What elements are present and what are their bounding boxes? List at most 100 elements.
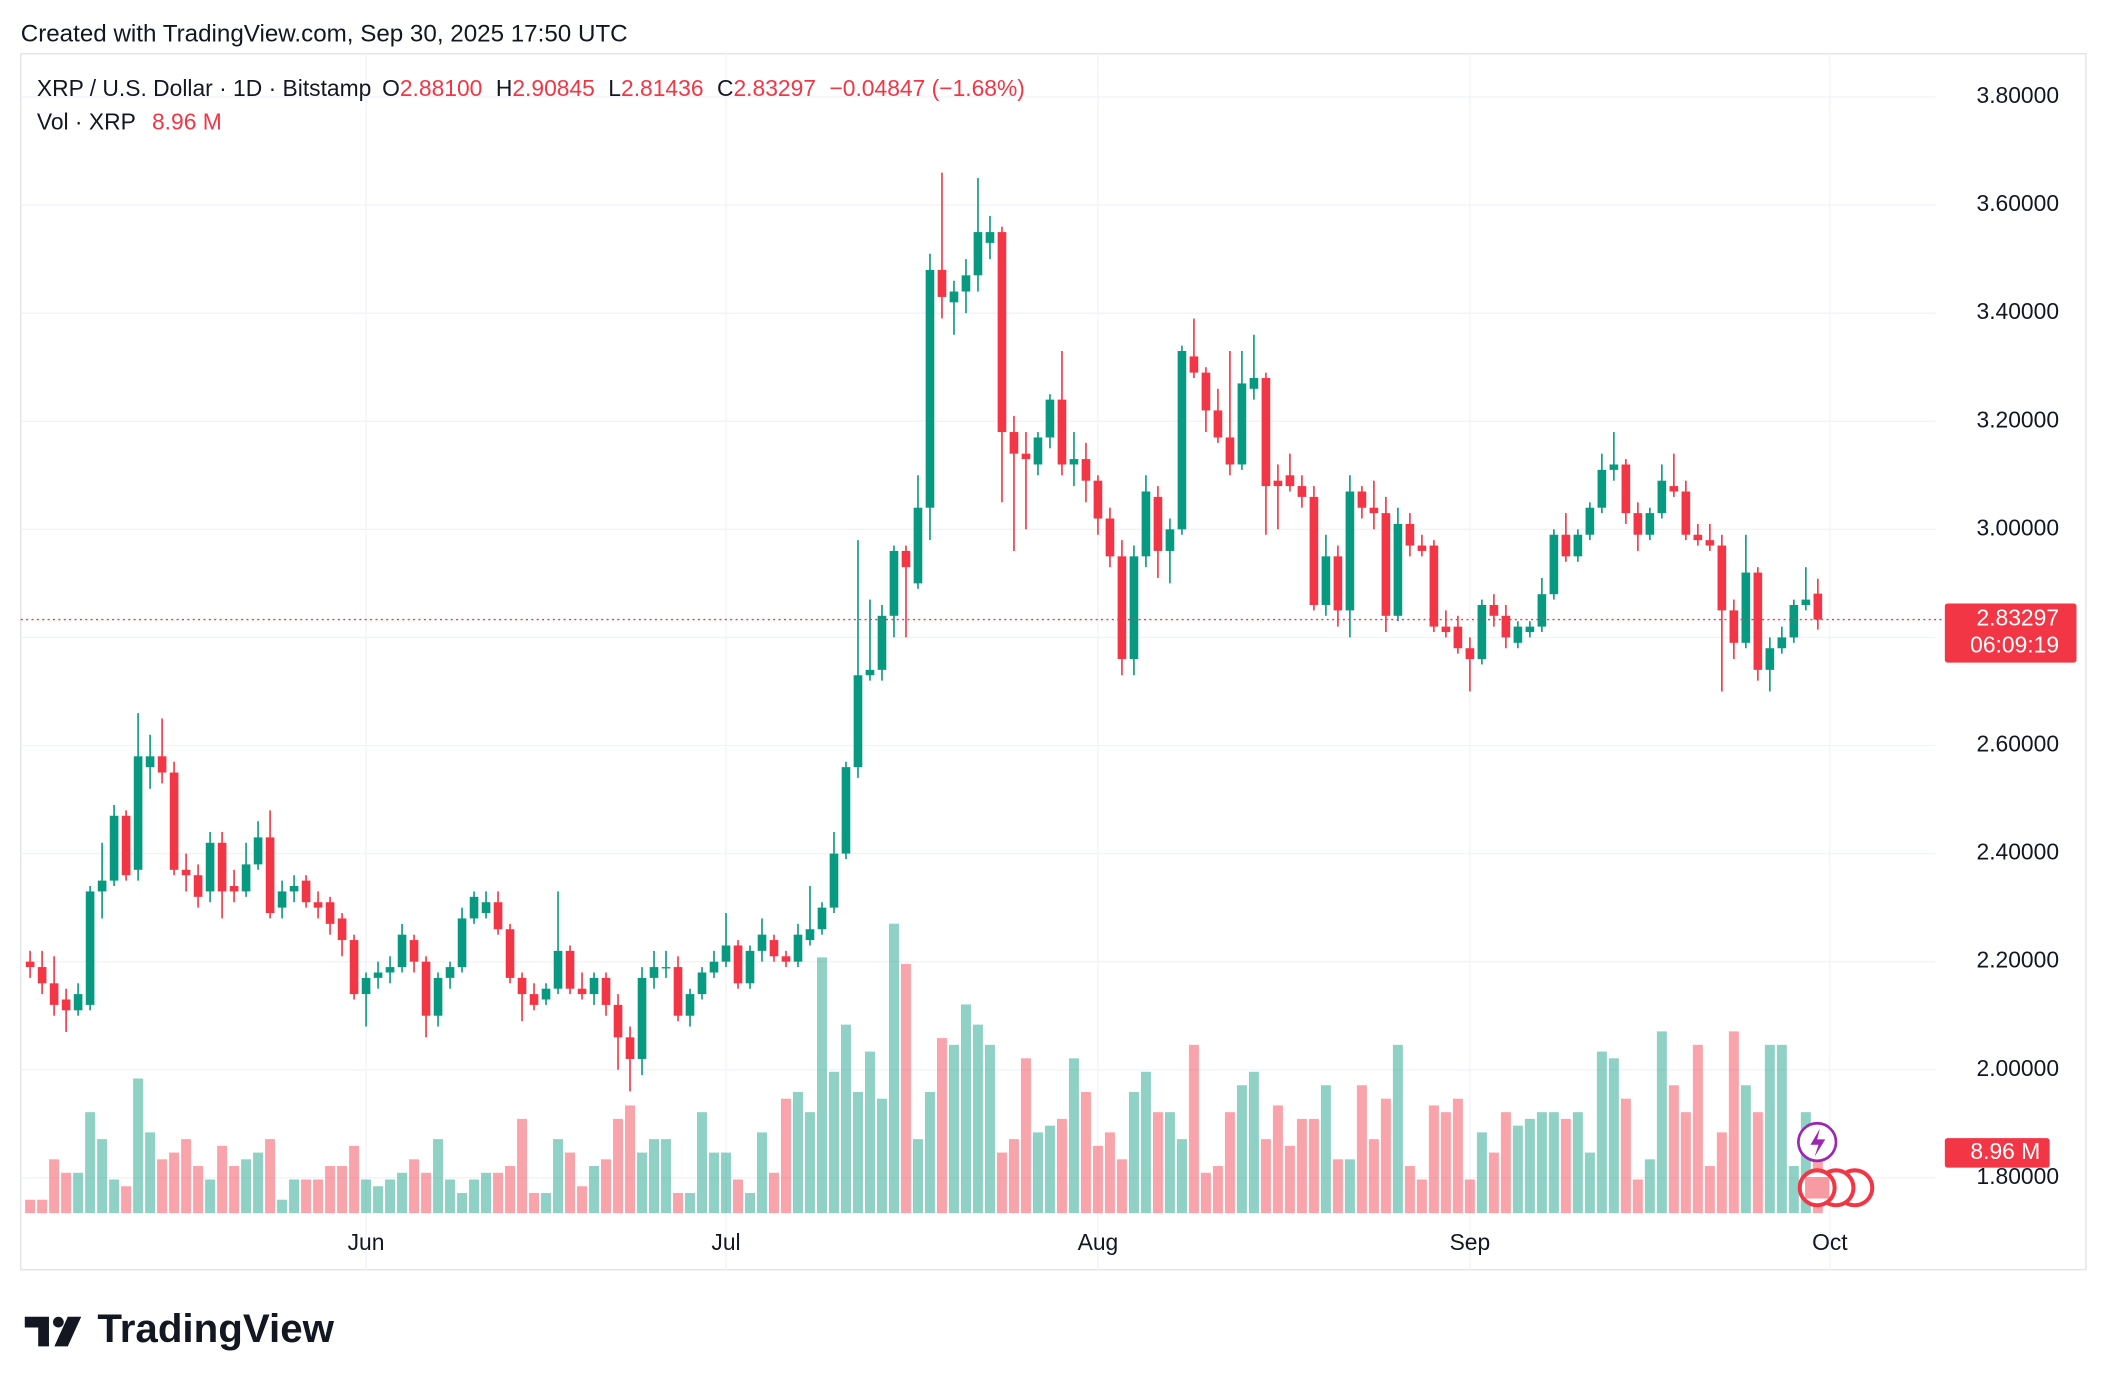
candle-body <box>745 950 755 984</box>
candle-body <box>1117 556 1127 660</box>
volume-bar <box>1572 1112 1583 1214</box>
candle-body <box>145 756 155 768</box>
candle-body <box>1801 599 1811 605</box>
candle-body <box>805 929 815 941</box>
candle-body <box>1717 545 1727 611</box>
volume-bar <box>97 1139 108 1214</box>
y-tick-label: 2.20000 <box>1977 947 2060 973</box>
volume-bar <box>1356 1085 1367 1214</box>
volume-bar <box>661 1139 672 1214</box>
change: −0.04847 (−1.68%) <box>829 75 1024 101</box>
volume-bar <box>637 1152 648 1214</box>
volume-bar <box>409 1159 420 1214</box>
high-value: 2.90845 <box>512 75 595 101</box>
candle-body <box>709 961 719 973</box>
volume-bar <box>828 1071 839 1214</box>
candle-body <box>1345 491 1355 611</box>
candle-body <box>613 1004 623 1038</box>
candle-body <box>133 756 143 870</box>
created-note: Created with TradingView.com, Sep 30, 20… <box>21 20 628 47</box>
candle-body <box>337 918 347 941</box>
candle-body <box>1213 410 1223 438</box>
candle-body <box>841 767 851 854</box>
candle-body <box>1681 491 1691 535</box>
volume-bar <box>1152 1112 1163 1214</box>
volume-bar <box>457 1192 468 1214</box>
candle-body <box>877 615 887 670</box>
candle-body <box>721 945 731 962</box>
volume-bar <box>733 1179 743 1214</box>
candle-body <box>733 945 743 984</box>
candle-body <box>1093 480 1103 519</box>
volume-bar <box>852 1091 863 1214</box>
volume-bar <box>1020 1058 1031 1214</box>
volume-bar <box>1728 1031 1739 1214</box>
candle-body <box>961 275 971 292</box>
volume-bar <box>1176 1139 1187 1214</box>
volume-bar <box>816 957 827 1214</box>
candle-body <box>1561 534 1571 557</box>
legend-line: XRP / U.S. Dollar · 1D · Bitstamp O2.8810… <box>37 75 1025 101</box>
volume-bar <box>349 1145 360 1214</box>
candle-body <box>493 902 503 930</box>
volume-bar <box>1500 1112 1511 1214</box>
candle-body <box>985 232 995 243</box>
volume-bar <box>1512 1125 1523 1214</box>
volume-bar <box>505 1166 516 1214</box>
volume-bar <box>1056 1118 1067 1214</box>
volume-bar <box>1332 1159 1343 1214</box>
candle-body <box>1453 626 1463 649</box>
candle-body <box>373 972 383 978</box>
candle-body <box>1321 556 1331 605</box>
candle-body <box>1381 513 1391 616</box>
volume-bar <box>804 1112 815 1214</box>
volume-bar <box>1488 1152 1499 1214</box>
volume-bar <box>1560 1118 1571 1214</box>
volume-bar <box>1632 1179 1643 1214</box>
y-tick-label: 2.60000 <box>1977 731 2060 757</box>
candle-body <box>349 940 359 995</box>
close-value: 2.83297 <box>733 75 816 101</box>
candle-body <box>1777 637 1787 649</box>
volume-bar <box>1584 1152 1595 1214</box>
volume-bar <box>996 1152 1007 1214</box>
volume-bar <box>145 1132 156 1214</box>
candle-body <box>901 550 911 568</box>
volume-bar <box>49 1159 60 1214</box>
candle-body <box>1489 604 1499 616</box>
candle-body <box>1357 491 1367 508</box>
candle-body <box>1021 453 1031 460</box>
candle-body <box>1033 437 1043 465</box>
volume-bar <box>565 1152 576 1214</box>
open-label: O <box>382 75 400 101</box>
x-tick-label: Oct <box>1812 1229 1848 1255</box>
candle-body <box>1657 480 1667 514</box>
candle-body <box>445 967 455 978</box>
volume-bar <box>1668 1085 1679 1214</box>
volume-bar <box>61 1172 72 1214</box>
candle-body <box>1189 356 1199 373</box>
candle-body <box>421 961 431 1016</box>
candle-body <box>1297 486 1307 497</box>
volume-bar <box>1272 1105 1283 1214</box>
low-value: 2.81436 <box>621 75 704 101</box>
candle-body <box>325 902 335 924</box>
candle-body <box>1705 540 1715 546</box>
candle-body <box>1153 496 1163 551</box>
candle-body <box>1165 529 1175 551</box>
candle-body <box>1273 480 1283 487</box>
volume-bar <box>1464 1179 1475 1214</box>
volume-bar <box>493 1172 504 1214</box>
candle-body <box>229 886 239 892</box>
volume-bar <box>265 1139 276 1214</box>
candle-body <box>193 875 203 897</box>
candle-body <box>1645 513 1655 535</box>
candle-body <box>25 961 35 968</box>
candle-body <box>1261 378 1271 487</box>
candle-body <box>1441 626 1451 633</box>
candle-body <box>1513 626 1523 643</box>
volume-bar <box>745 1192 755 1214</box>
volume-bar <box>1740 1085 1751 1214</box>
logo-mark <box>54 1316 82 1347</box>
volume-bar <box>900 964 911 1214</box>
